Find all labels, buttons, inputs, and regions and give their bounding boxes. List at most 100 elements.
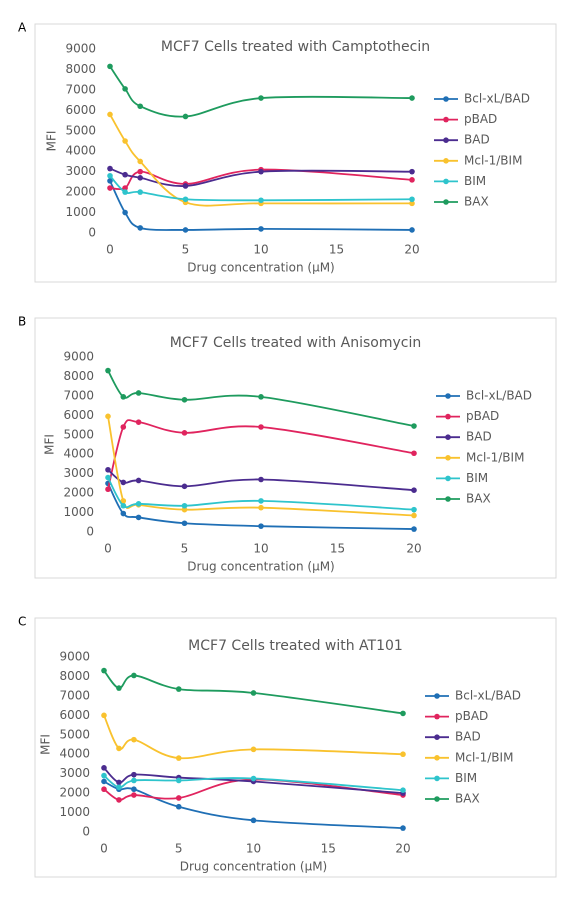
data-point — [258, 498, 264, 504]
x-tick-label: 20 — [404, 243, 419, 257]
data-point — [181, 396, 188, 403]
data-point — [101, 786, 107, 793]
data-point — [107, 63, 113, 70]
y-tick-label: 4000 — [63, 447, 94, 461]
data-point — [400, 751, 406, 758]
y-tick-label: 2000 — [63, 486, 94, 500]
data-point — [400, 787, 406, 793]
data-point — [258, 504, 264, 511]
y-axis-label: MFI — [39, 734, 53, 755]
y-tick-label: 8000 — [59, 669, 90, 683]
x-tick-label: 5 — [175, 842, 183, 856]
data-point — [181, 483, 188, 490]
data-point — [182, 113, 189, 120]
data-point — [131, 672, 137, 679]
data-point — [107, 172, 113, 179]
data-point — [258, 95, 264, 101]
y-tick-label: 6000 — [63, 408, 94, 422]
legend-marker — [434, 755, 440, 761]
x-tick-label: 15 — [321, 842, 336, 856]
data-point — [131, 736, 137, 743]
x-axis-label: Drug concentration (µM) — [180, 860, 328, 874]
y-tick-label: 1000 — [59, 805, 90, 819]
y-axis-label: MFI — [43, 434, 57, 455]
data-point — [137, 175, 143, 181]
data-point — [137, 103, 143, 110]
data-point — [107, 165, 113, 172]
x-tick-label: 0 — [106, 243, 114, 257]
chart-title: MCF7 Cells treated with Anisomycin — [170, 335, 421, 351]
series-line — [107, 416, 415, 517]
x-tick-label: 5 — [182, 243, 190, 257]
data-point — [400, 710, 406, 717]
data-point — [409, 95, 415, 101]
y-tick-label: 3000 — [63, 466, 94, 480]
data-point — [120, 510, 127, 517]
legend-label: BAX — [466, 492, 491, 506]
data-point — [105, 413, 111, 420]
data-point — [182, 227, 189, 233]
data-point — [175, 777, 182, 784]
legend-marker — [445, 496, 451, 502]
data-point — [400, 825, 406, 831]
panel-label: C — [18, 615, 26, 629]
legend-marker — [434, 693, 440, 699]
data-point — [105, 474, 111, 481]
data-point — [258, 394, 264, 400]
data-point — [131, 777, 137, 784]
data-point — [135, 501, 142, 507]
legend-label: pBAD — [464, 112, 497, 126]
legend-label: Bcl-xL/BAD — [464, 92, 530, 106]
data-point — [411, 450, 417, 457]
legend-label: BAD — [455, 730, 481, 744]
data-point — [258, 197, 264, 204]
x-tick-label: 0 — [100, 842, 108, 856]
x-tick-label: 5 — [181, 542, 189, 556]
y-tick-label: 9000 — [65, 42, 96, 56]
chart-title: MCF7 Cells treated with Camptothecin — [161, 39, 430, 55]
y-tick-label: 2000 — [59, 786, 90, 800]
y-tick-label: 5000 — [63, 427, 94, 441]
y-tick-label: 1000 — [63, 505, 94, 519]
legend-label: BAX — [455, 792, 480, 806]
data-point — [409, 168, 415, 175]
legend-label: BAX — [464, 195, 489, 209]
data-point — [107, 111, 113, 118]
data-point — [175, 686, 182, 692]
data-point — [135, 514, 142, 521]
data-point — [131, 771, 137, 778]
y-tick-label: 7000 — [65, 82, 96, 96]
data-point — [137, 225, 143, 231]
data-point — [137, 189, 143, 195]
y-tick-label: 7000 — [63, 388, 94, 402]
data-point — [122, 171, 128, 178]
data-point — [116, 779, 122, 786]
data-point — [409, 227, 415, 233]
data-point — [409, 200, 415, 207]
data-point — [181, 520, 188, 527]
y-tick-label: 6000 — [59, 708, 90, 722]
data-point — [181, 506, 188, 513]
data-point — [120, 424, 127, 430]
y-tick-label: 8000 — [63, 369, 94, 383]
legend-marker — [443, 199, 449, 205]
legend-marker — [443, 137, 449, 143]
chart-frame — [34, 23, 557, 283]
y-tick-label: 4000 — [59, 747, 90, 761]
y-tick-label: 2000 — [65, 185, 96, 199]
data-point — [120, 502, 127, 509]
x-axis-label: Drug concentration (µM) — [187, 261, 335, 275]
y-tick-label: 0 — [82, 825, 90, 839]
data-point — [116, 685, 122, 691]
data-point — [131, 792, 137, 798]
legend-marker — [443, 116, 449, 123]
legend-label: Mcl-1/BIM — [464, 153, 522, 167]
data-point — [409, 177, 415, 183]
data-point — [411, 423, 417, 429]
x-tick-label: 0 — [104, 542, 112, 556]
data-point — [105, 486, 111, 493]
data-point — [250, 690, 257, 696]
x-tick-label: 10 — [253, 542, 268, 556]
data-point — [181, 430, 188, 436]
panel-label: B — [18, 315, 26, 329]
